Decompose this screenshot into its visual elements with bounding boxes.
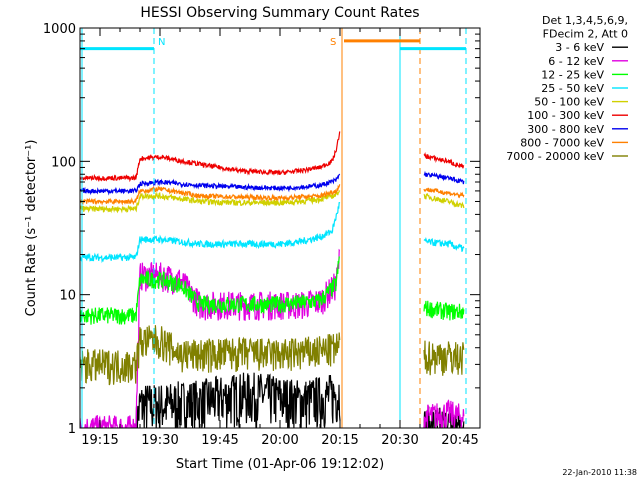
x-tick-label-20:30: 20:30 [381, 433, 418, 448]
series-line-12-25-kev [80, 256, 340, 325]
series-line-25-50-kev [80, 201, 341, 264]
axes: 19:15 19:30 19:45 20:00 20:15 20:30 20:45 1 10 10… [43, 22, 481, 448]
legend: Det 1,3,4,5,6,9,FDecim 2, Att 03 - 6 keV… [506, 14, 628, 163]
series-line-100-300-kev [80, 131, 341, 183]
legend-label-300-800-kev: 300 - 800 keV [527, 123, 604, 136]
y-tick-label-1000: 1000 [43, 22, 76, 37]
series-line-800-7000-kev [80, 184, 341, 206]
x-tick-label-19:45: 19:45 [201, 433, 238, 448]
legend-label-3-6-kev: 3 - 6 keV [555, 41, 604, 54]
plot-timestamp: 22-Jan-2010 11:38 [562, 468, 637, 477]
legend-label-25-50-kev: 25 - 50 keV [541, 82, 604, 95]
y-tick-label-1: 1 [68, 422, 76, 437]
x-tick-label-19:15: 19:15 [81, 433, 118, 448]
series-line-300-800-kev [80, 173, 341, 196]
series-line-6-12-kev-after-gap [423, 399, 465, 428]
series-group [80, 28, 467, 428]
x-tick-label-20:45: 20:45 [441, 433, 478, 448]
legend-label-50-100-kev: 50 - 100 keV [534, 96, 604, 109]
series-line-12-25-kev-after-gap [423, 300, 465, 321]
chart-title: HESSI Observing Summary Count Rates [140, 5, 419, 21]
legend-header-1: FDecim 2, Att 0 [543, 28, 628, 41]
series-line-50-100-kev [80, 190, 341, 214]
series-line-800-7000-kev-after-gap [423, 187, 465, 199]
flag-label-s: S [330, 37, 336, 48]
x-tick-label-19:30: 19:30 [141, 433, 178, 448]
series-line-100-300-kev-after-gap [423, 151, 465, 169]
series-line-50-100-kev-after-gap [423, 193, 465, 209]
x-axis-label: Start Time (01-Apr-06 19:12:02) [176, 457, 384, 472]
legend-label-800-7000-kev: 800 - 7000 keV [520, 136, 604, 149]
series-line-25-50-kev-after-gap [423, 237, 465, 253]
x-tick-label-20:15: 20:15 [321, 433, 358, 448]
y-tick-label-100: 100 [51, 155, 76, 170]
y-tick-label-10: 10 [59, 289, 76, 304]
legend-label-100-300-kev: 100 - 300 keV [527, 109, 604, 122]
legend-header-0: Det 1,3,4,5,6,9, [542, 14, 628, 27]
legend-label-6-12-kev: 6 - 12 keV [548, 55, 604, 68]
series-line-7000-20000-kev-after-gap [423, 340, 465, 376]
series-line-300-800-kev-after-gap [423, 170, 465, 185]
flag-label-n: N [158, 37, 165, 48]
series-line-7000-20000-kev [80, 325, 341, 386]
legend-label-7000-20000-kev: 7000 - 20000 keV [506, 150, 604, 163]
legend-label-12-25-kev: 12 - 25 keV [541, 68, 604, 81]
y-axis-label: Count Rate (s⁻¹ detector⁻¹) [24, 140, 39, 317]
series-line-3-6-kev [135, 372, 341, 428]
series-line-6-12-kev [80, 248, 341, 428]
x-tick-label-20:00: 20:00 [261, 433, 298, 448]
